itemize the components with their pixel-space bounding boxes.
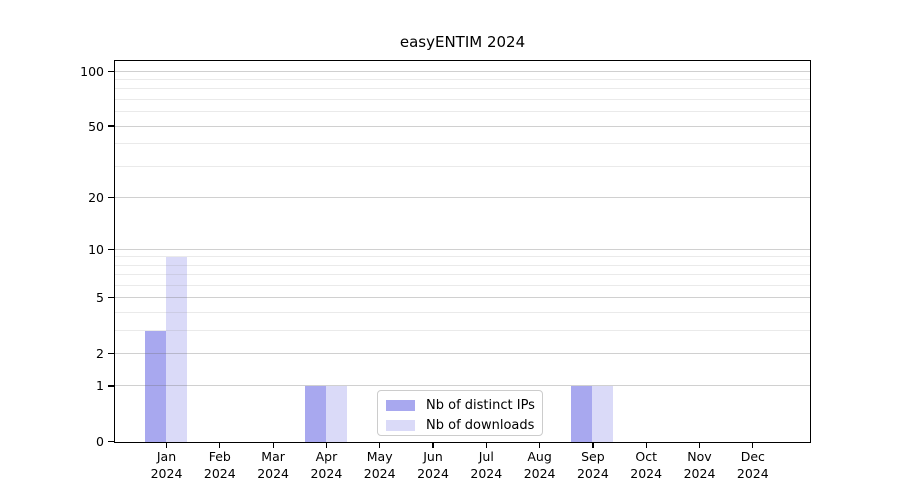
- legend-label: Nb of distinct IPs: [426, 398, 535, 413]
- y-tick-mark: [108, 125, 114, 127]
- bar-distinct-ips-jan: [145, 330, 166, 442]
- minor-gridline: [115, 264, 810, 266]
- plot-area: Nb of distinct IPs Nb of downloads: [114, 60, 811, 443]
- x-tick-mark: [645, 443, 647, 448]
- x-tick-label-oct: Oct 2024: [630, 449, 663, 481]
- bar-downloads-sep: [592, 386, 614, 442]
- y-tick-mark: [108, 440, 114, 443]
- y-tick-mark: [108, 385, 114, 387]
- minor-gridline: [115, 274, 810, 276]
- x-tick-label-jan: Jan 2024: [150, 449, 183, 481]
- legend: Nb of distinct IPs Nb of downloads: [377, 390, 543, 436]
- legend-swatch-distinct-ips-icon: [386, 400, 415, 411]
- legend-label: Nb of downloads: [426, 418, 535, 433]
- y-tick-label: 2: [96, 345, 104, 361]
- legend-swatch-downloads-icon: [386, 420, 415, 431]
- x-tick-label-may: May 2024: [363, 449, 396, 481]
- y-tick-mark: [108, 297, 114, 299]
- major-gridline: [115, 297, 810, 299]
- x-tick-mark: [539, 443, 541, 448]
- x-tick-mark: [379, 443, 381, 448]
- bar-distinct-ips-apr: [304, 386, 326, 442]
- minor-gridline: [115, 311, 810, 313]
- x-tick-mark: [752, 443, 754, 448]
- y-tick-label: 5: [96, 290, 104, 306]
- x-tick-label-apr: Apr 2024: [310, 449, 343, 481]
- x-tick-mark: [485, 443, 487, 448]
- y-tick-mark: [108, 70, 114, 72]
- major-gridline: [115, 248, 810, 250]
- legend-item-downloads: Nb of downloads: [378, 417, 542, 434]
- x-tick-label-feb: Feb 2024: [203, 449, 236, 481]
- y-tick-label: 1: [96, 378, 104, 394]
- legend-item-distinct-ips: Nb of distinct IPs: [378, 397, 542, 414]
- minor-gridline: [115, 143, 810, 144]
- minor-gridline: [115, 165, 810, 167]
- x-tick-label-jul: Jul 2024: [470, 449, 503, 481]
- major-gridline: [115, 125, 810, 127]
- x-tick-mark: [698, 443, 701, 448]
- x-tick-label-nov: Nov 2024: [683, 449, 716, 481]
- y-tick-label: 0: [96, 434, 104, 449]
- x-tick-mark: [325, 443, 328, 448]
- x-tick-mark: [432, 443, 434, 448]
- bar-downloads-apr: [325, 386, 347, 442]
- x-tick-label-dec: Dec 2024: [736, 449, 769, 481]
- bar-distinct-ips-sep: [571, 386, 593, 442]
- x-tick-label-jun: Jun 2024: [417, 449, 449, 481]
- x-tick-label-sep: Sep 2024: [576, 449, 609, 481]
- y-tick-mark: [108, 248, 114, 250]
- major-gridline: [115, 352, 810, 354]
- chart-title: easyENTIM 2024: [399, 33, 526, 51]
- minor-gridline: [115, 111, 810, 113]
- x-tick-mark: [165, 443, 168, 448]
- x-tick-label-aug: Aug 2024: [523, 449, 556, 481]
- x-tick-mark: [219, 443, 221, 448]
- major-gridline: [115, 196, 810, 198]
- minor-gridline: [115, 79, 810, 81]
- minor-gridline: [115, 329, 810, 331]
- y-tick-mark: [108, 352, 114, 355]
- minor-gridline: [115, 284, 810, 286]
- bar-downloads-jan: [166, 257, 187, 442]
- minor-gridline: [115, 99, 810, 100]
- major-gridline: [115, 385, 810, 387]
- x-tick-label-mar: Mar 2024: [257, 449, 289, 481]
- y-tick-label: 100: [80, 63, 104, 79]
- major-gridline: [115, 70, 810, 72]
- minor-gridline: [115, 256, 810, 258]
- minor-gridline: [115, 88, 810, 90]
- y-tick-label: 50: [88, 118, 104, 134]
- y-tick-label: 10: [88, 241, 104, 257]
- x-tick-mark: [272, 443, 274, 448]
- y-tick-label: 20: [88, 189, 104, 205]
- y-tick-mark: [108, 196, 114, 198]
- x-tick-mark: [592, 443, 594, 448]
